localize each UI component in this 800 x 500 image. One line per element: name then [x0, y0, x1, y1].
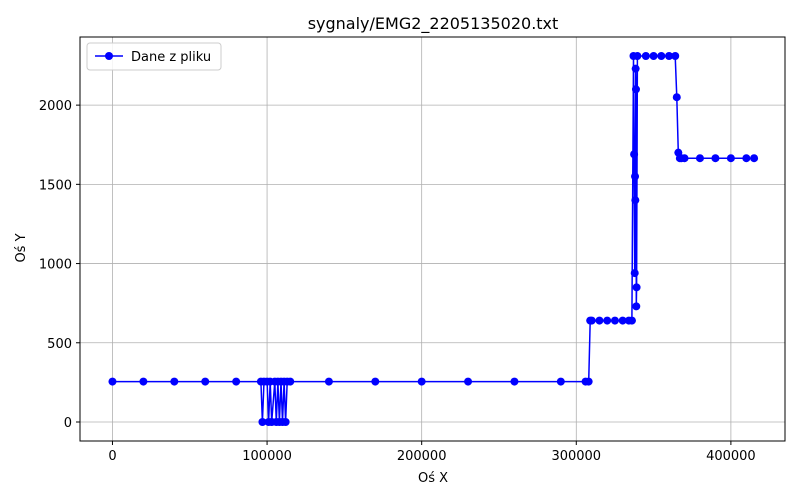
legend: Dane z pliku	[86, 42, 222, 71]
data-point	[286, 377, 295, 386]
y-tick-label: 2000	[39, 99, 72, 114]
data-point	[695, 154, 704, 163]
data-point	[610, 316, 619, 325]
data-point	[631, 196, 640, 205]
data-point	[726, 154, 735, 163]
data-point	[618, 316, 627, 325]
data-point	[631, 85, 640, 94]
x-tick-label: 400000	[706, 449, 756, 464]
data-point	[170, 377, 179, 386]
x-tick-label: 200000	[397, 449, 447, 464]
data-point	[258, 417, 267, 426]
data-point	[632, 283, 641, 292]
y-tick-label: 500	[47, 337, 72, 352]
legend-box	[86, 42, 222, 71]
data-point	[232, 377, 241, 386]
data-point	[595, 316, 604, 325]
data-point	[632, 302, 641, 311]
x-tick-label: 0	[108, 449, 116, 464]
data-point	[139, 377, 148, 386]
data-point	[603, 316, 612, 325]
x-tick-label: 100000	[242, 449, 292, 464]
data-point	[464, 377, 473, 386]
data-point	[649, 52, 658, 61]
data-point	[281, 417, 290, 426]
plot-frame	[79, 36, 786, 442]
data-point	[680, 154, 689, 163]
series-layer	[108, 52, 759, 426]
axis-ticks: 0 100000 200000 300000 400000 0 500 1000 1500 200…	[39, 99, 756, 464]
data-point	[631, 64, 640, 73]
data-point	[671, 52, 680, 61]
data-point	[711, 154, 720, 163]
y-axis-label: Oś Y	[14, 233, 29, 262]
data-point	[630, 150, 639, 159]
legend-label: Dane z pliku	[131, 50, 211, 65]
y-tick-label: 0	[64, 416, 72, 431]
data-point	[657, 52, 666, 61]
grid-lines	[80, 37, 785, 441]
data-point	[108, 377, 117, 386]
data-point	[587, 316, 596, 325]
data-point	[641, 52, 650, 61]
y-tick-label: 1000	[39, 258, 72, 273]
data-point	[742, 154, 751, 163]
y-tick-label: 1500	[39, 178, 72, 193]
x-axis-label: Oś X	[418, 471, 448, 486]
data-point	[665, 52, 674, 61]
x-tick-label: 300000	[551, 449, 601, 464]
data-point	[633, 52, 642, 61]
data-point	[627, 316, 636, 325]
data-point	[417, 377, 426, 386]
data-point	[510, 377, 519, 386]
data-point	[556, 377, 565, 386]
data-point	[750, 154, 759, 163]
chart-title: sygnaly/EMG2_2205135020.txt	[308, 14, 559, 34]
data-point	[371, 377, 380, 386]
legend-marker-swatch	[105, 52, 113, 60]
data-point	[324, 377, 333, 386]
data-point	[672, 93, 681, 102]
data-point	[630, 269, 639, 278]
data-point	[584, 377, 593, 386]
data-point	[201, 377, 210, 386]
data-point	[631, 172, 640, 181]
